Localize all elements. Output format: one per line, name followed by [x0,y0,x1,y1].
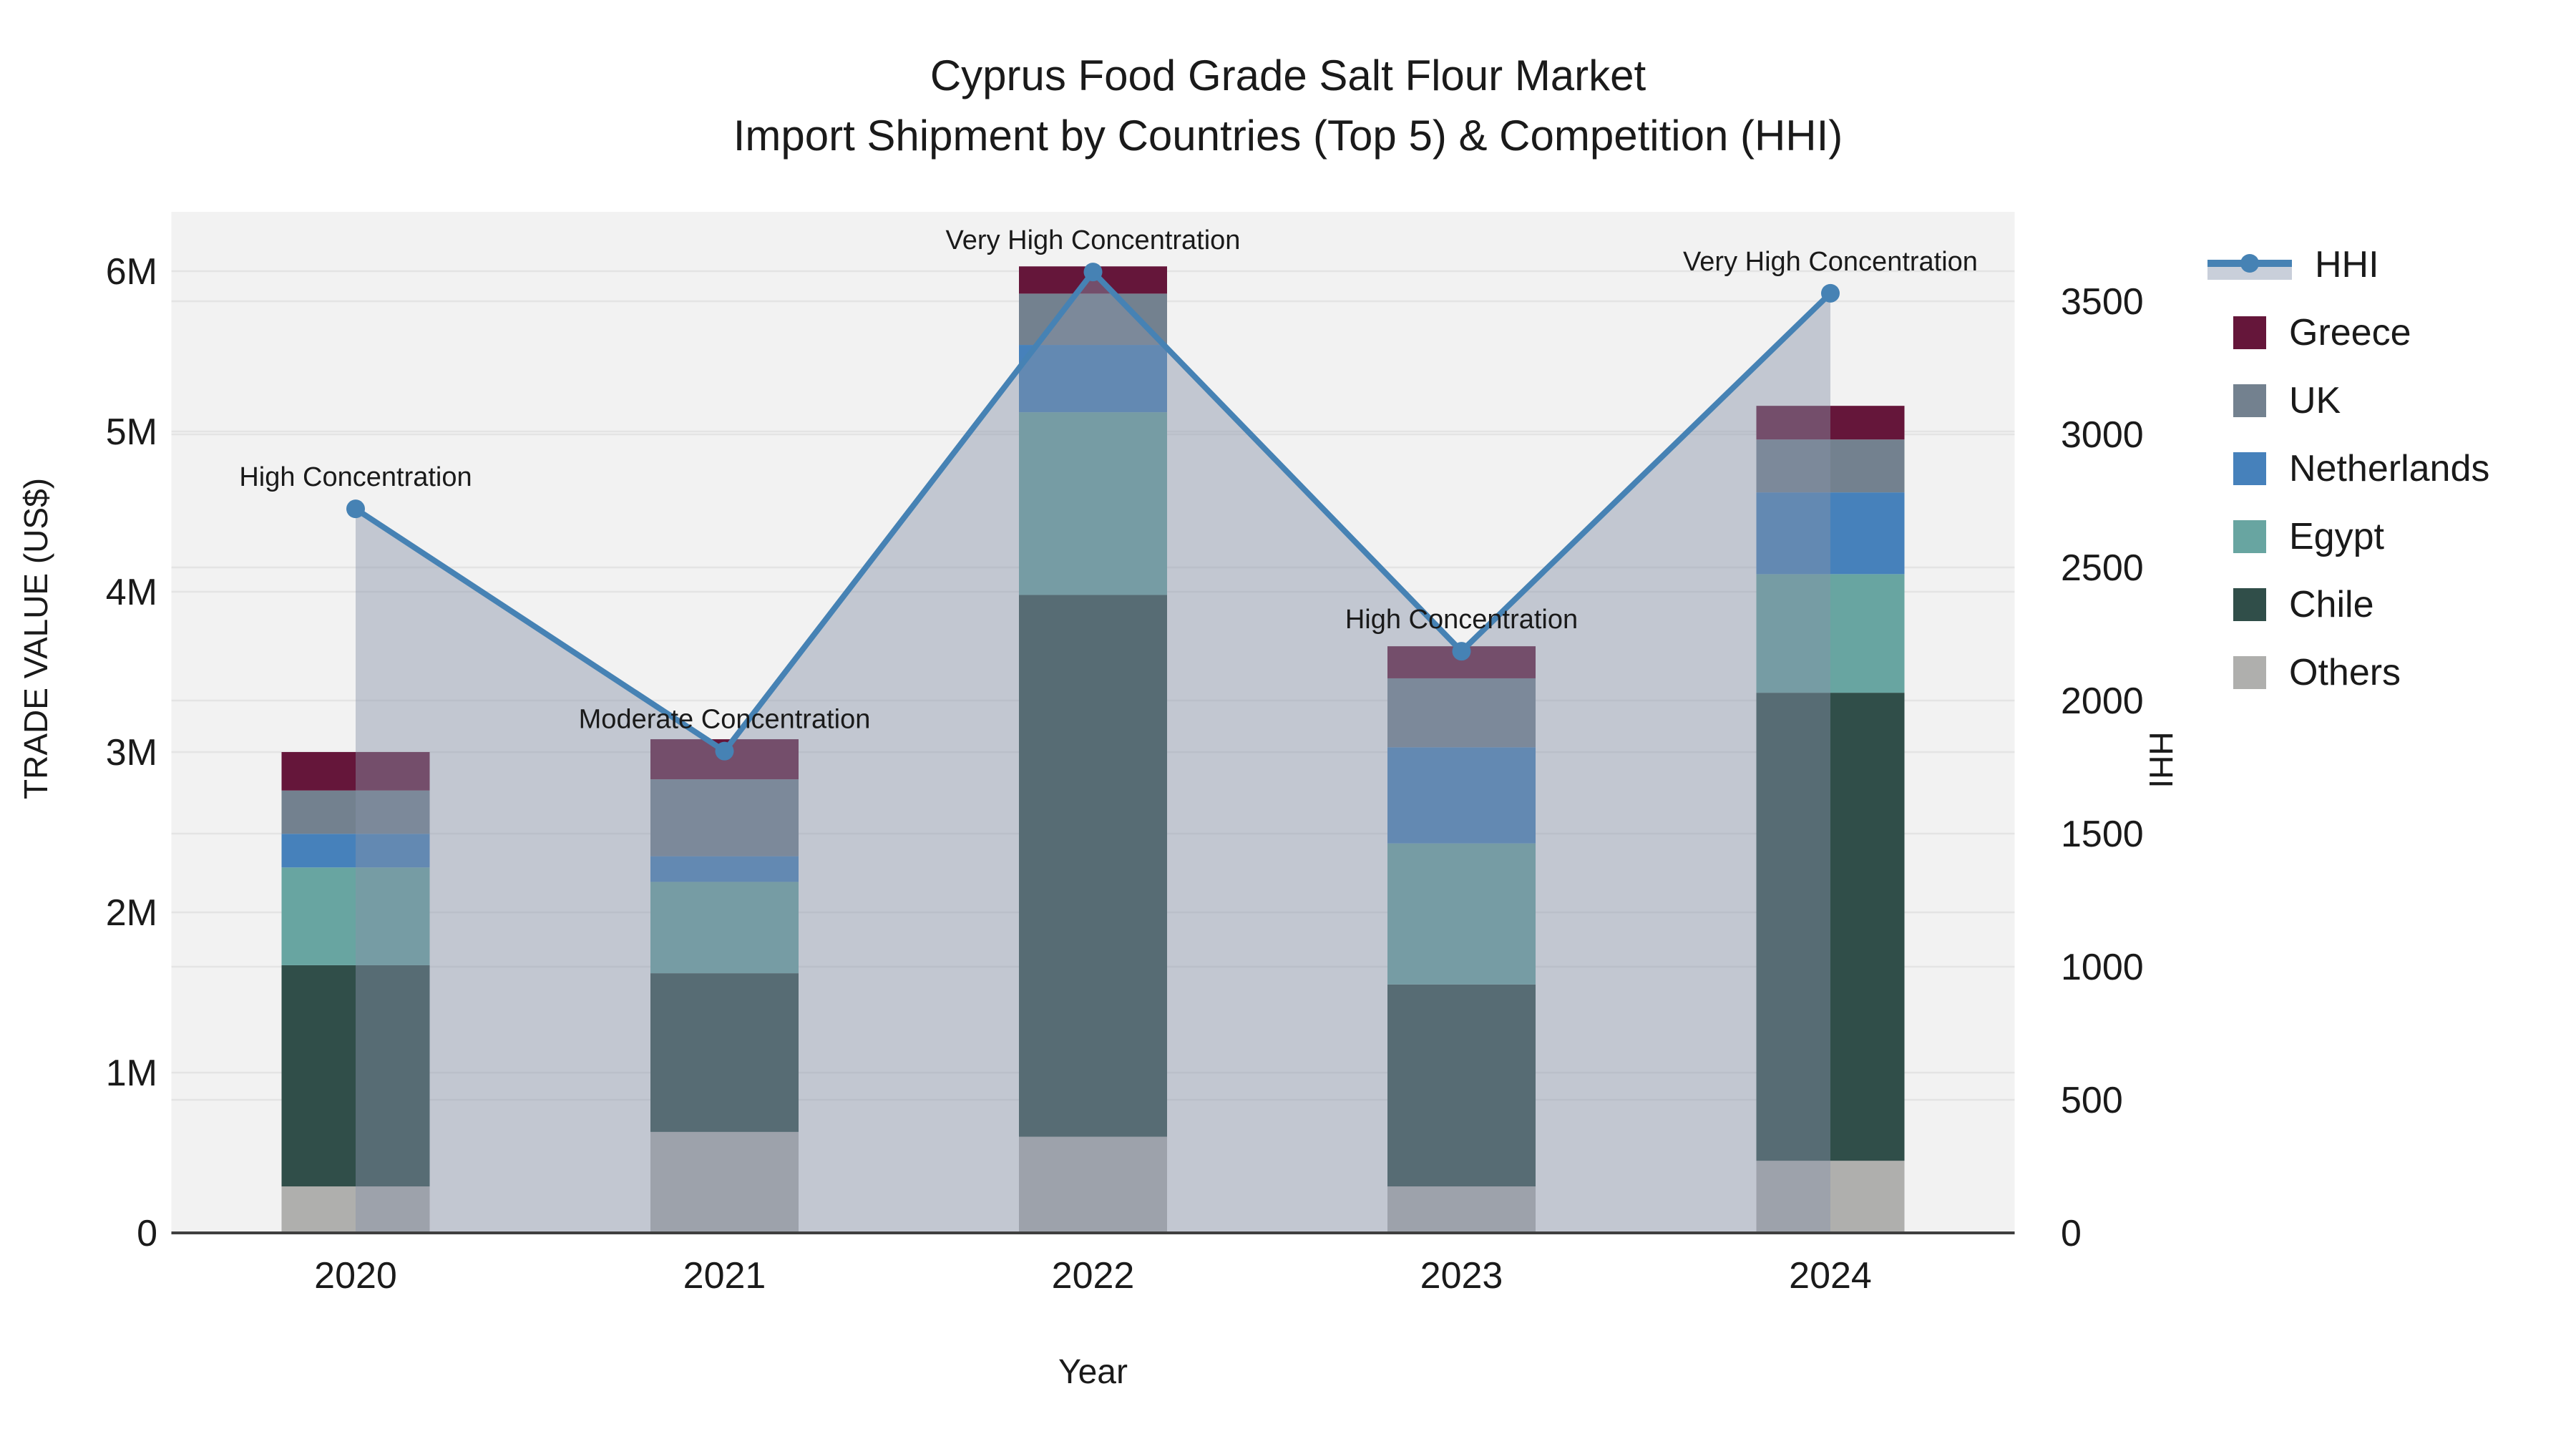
bar-segment-chile-2024[interactable] [1756,693,1905,1161]
annotation: High Concentration [1345,605,1578,635]
legend-label: Netherlands [2289,447,2490,489]
bar-segment-netherlands-2020[interactable] [281,834,430,868]
legend-item-greece[interactable]: Greece [2207,298,2489,366]
bar-segment-egypt-2021[interactable] [650,882,799,974]
bar-segment-chile-2022[interactable] [1019,595,1167,1137]
hhi-marker-2023[interactable] [1452,642,1471,661]
y-left-tick-label: 1M [106,1053,157,1094]
bar-segment-greece-2024[interactable] [1756,406,1905,440]
hhi-marker-2021[interactable] [715,741,734,761]
hhi-area-fill [356,272,1830,1234]
bar-segment-uk-2024[interactable] [1756,439,1905,493]
y-right-tick-label: 3000 [2061,414,2144,456]
legend-swatch-icon [2233,452,2266,485]
bar-segment-uk-2021[interactable] [650,779,799,857]
bar-segment-others-2023[interactable] [1387,1186,1536,1233]
bar-segment-greece-2020[interactable] [281,752,430,791]
hhi-marker-2022[interactable] [1083,263,1103,282]
y-right-tick-label: 0 [2061,1213,2082,1254]
y-left-axis-title: TRADE VALUE (US$) [17,477,54,799]
chart-title: Cyprus Food Grade Salt Flour Market Impo… [0,46,2576,166]
hhi-marker-2020[interactable] [346,499,365,519]
annotation: High Concentration [239,462,472,492]
bar-segment-netherlands-2021[interactable] [650,856,799,882]
y-right-tick-label: 1500 [2061,814,2144,855]
annotation: Moderate Concentration [579,705,871,735]
annotation: Very High Concentration [1683,247,1978,277]
hhi-marker-2024[interactable] [1821,283,1840,303]
y-left-tick-label: 5M [106,411,157,453]
y-right-axis-title: HHI [2142,731,2180,789]
y-right-tick-label: 2500 [2061,547,2144,589]
x-tick-label: 2023 [1420,1255,1503,1297]
x-tick-label: 2024 [1789,1255,1872,1297]
bar-segment-others-2020[interactable] [281,1186,430,1233]
bar-segment-egypt-2023[interactable] [1387,843,1536,985]
y-right-tick-label: 2000 [2061,680,2144,722]
y-left-tick-label: 2M [106,892,157,934]
legend-swatch-icon [2233,655,2266,689]
bar-segment-netherlands-2023[interactable] [1387,747,1536,844]
legend: HHI Greece UK Netherlands Egypt Chile Others [2207,230,2489,706]
legend-item-egypt[interactable]: Egypt [2207,502,2489,570]
bar-segment-others-2024[interactable] [1756,1161,1905,1233]
bar-segment-egypt-2022[interactable] [1019,412,1167,595]
legend-label: Greece [2289,311,2411,353]
legend-item-hhi[interactable]: HHI [2207,230,2489,298]
hhi-line-legend-icon [2207,248,2292,281]
y-left-tick-label: 3M [106,732,157,774]
legend-item-netherlands[interactable]: Netherlands [2207,434,2489,502]
bar-segment-uk-2023[interactable] [1387,678,1536,748]
legend-item-chile[interactable]: Chile [2207,570,2489,638]
legend-item-uk[interactable]: UK [2207,366,2489,434]
legend-label: Egypt [2289,515,2384,557]
bar-segment-chile-2020[interactable] [281,965,430,1187]
annotation: Very High Concentration [946,225,1241,255]
legend-swatch-icon [2233,316,2266,349]
legend-item-others[interactable]: Others [2207,638,2489,706]
y-left-tick-label: 6M [106,251,157,293]
chart-title-line1: Cyprus Food Grade Salt Flour Market [930,52,1646,99]
bar-segment-netherlands-2022[interactable] [1019,345,1167,413]
legend-label: HHI [2315,243,2379,286]
x-axis-title: Year [1058,1353,1128,1391]
legend-swatch-icon [2233,519,2266,553]
x-tick-label: 2020 [314,1255,397,1297]
bar-segment-egypt-2024[interactable] [1756,574,1905,693]
legend-swatch-icon [2233,384,2266,417]
bar-segment-others-2022[interactable] [1019,1136,1167,1233]
y-right-tick-label: 1000 [2061,947,2144,988]
legend-label: Chile [2289,583,2374,625]
legend-label: UK [2289,379,2341,421]
y-left-tick-label: 4M [106,572,157,613]
bar-segment-chile-2021[interactable] [650,973,799,1132]
bar-segment-chile-2023[interactable] [1387,984,1536,1187]
y-left-tick-label: 0 [137,1213,157,1254]
bar-segment-netherlands-2024[interactable] [1756,492,1905,575]
x-tick-label: 2021 [683,1255,766,1297]
bar-segment-egypt-2020[interactable] [281,867,430,965]
chart-title-line2: Import Shipment by Countries (Top 5) & C… [733,112,1843,160]
legend-label: Others [2289,651,2401,693]
bar-segment-uk-2020[interactable] [281,790,430,834]
legend-swatch-icon [2233,587,2266,621]
y-right-tick-label: 500 [2061,1080,2123,1121]
bar-segment-others-2021[interactable] [650,1131,799,1233]
x-tick-label: 2022 [1052,1255,1135,1297]
y-right-tick-label: 3500 [2061,281,2144,323]
